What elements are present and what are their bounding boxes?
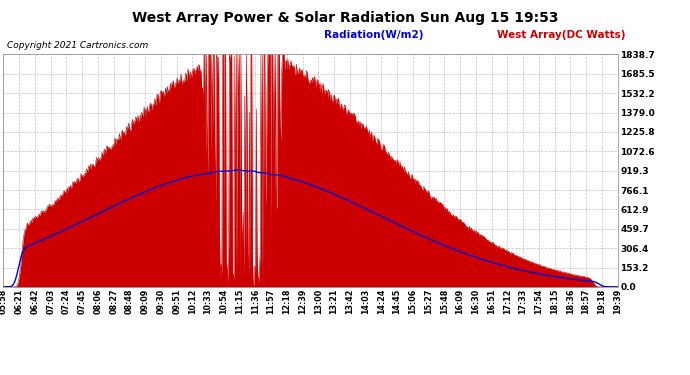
Text: Copyright 2021 Cartronics.com: Copyright 2021 Cartronics.com	[7, 41, 148, 50]
Text: West Array(DC Watts): West Array(DC Watts)	[497, 30, 625, 40]
Text: Radiation(W/m2): Radiation(W/m2)	[324, 30, 424, 40]
Text: West Array Power & Solar Radiation Sun Aug 15 19:53: West Array Power & Solar Radiation Sun A…	[132, 11, 558, 25]
